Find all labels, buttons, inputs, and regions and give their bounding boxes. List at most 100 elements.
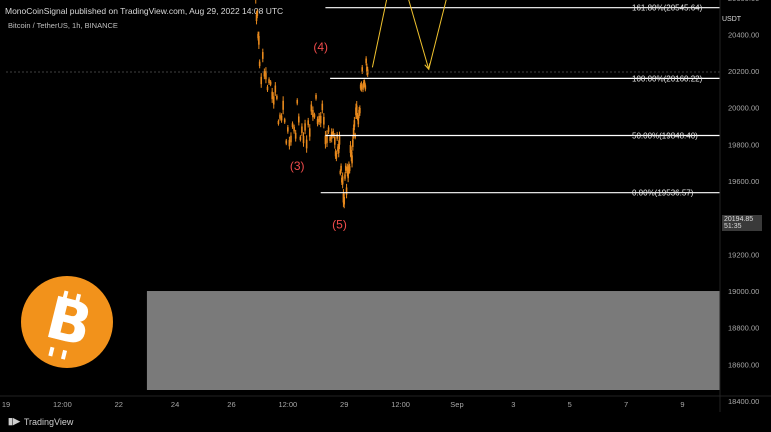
current-price-value: 20194.85 [724, 216, 754, 223]
candle-body [345, 187, 348, 195]
candle-body [304, 123, 306, 131]
candle-body [343, 196, 346, 205]
x-tick-label: 7 [624, 400, 628, 409]
target-zone [146, 291, 721, 391]
y-tick-label: 18400.00 [728, 397, 759, 406]
wave-label: (5) [332, 218, 347, 232]
y-tick-label: 19200.00 [728, 250, 759, 259]
candle-body [258, 61, 261, 67]
fib-level-label: 161.80%(20545.64) [632, 4, 703, 13]
candle-body [265, 71, 267, 80]
candle-body [301, 126, 303, 133]
candle-body [361, 67, 364, 72]
y-tick-label: 20600.00 [728, 0, 759, 3]
footer-brand[interactable]: ▮▶ TradingView [8, 416, 73, 427]
candle-body [255, 14, 258, 22]
candle-body [356, 114, 359, 119]
candle-body [329, 136, 331, 141]
candle-body [258, 35, 260, 45]
x-tick-label: 12:00 [391, 400, 410, 409]
candle-body [326, 134, 328, 143]
brand-name: TradingView [23, 416, 74, 427]
fib-level-label: 0.00%(19536.57) [632, 189, 694, 198]
candle-body [283, 119, 286, 123]
x-tick-label: 12:00 [53, 400, 72, 409]
candle-body [285, 140, 288, 144]
candle-body [364, 85, 367, 90]
candle-body [341, 176, 344, 185]
candle-body [335, 153, 338, 159]
candle-body [332, 130, 335, 136]
x-tick-label: 26 [227, 400, 235, 409]
candle-body [291, 123, 294, 127]
candle-body [266, 86, 269, 91]
candle-body [269, 81, 272, 85]
x-tick-label: 24 [171, 400, 179, 409]
gray-zone-layer [146, 291, 721, 391]
x-tick-label: 19 [2, 400, 10, 409]
candle-body [298, 116, 300, 123]
publisher-header: MonoCoinSignal published on TradingView.… [5, 6, 284, 16]
candle-body [272, 96, 275, 105]
fib-level-label: 50.00%(19848.40) [632, 132, 698, 141]
candle-body [346, 166, 349, 174]
y-tick-label: 19000.00 [728, 287, 759, 296]
candle-body [256, 11, 259, 16]
candle-body [363, 81, 366, 86]
candle-body [366, 66, 368, 73]
candle-body [280, 115, 283, 121]
candle-body [353, 120, 356, 127]
y-tick-label: 20000.00 [728, 104, 759, 113]
candle-body [260, 76, 263, 85]
candle-body [321, 103, 324, 111]
candle-body [261, 52, 264, 59]
candle-body [340, 165, 342, 171]
candle-body [302, 135, 305, 144]
candle-body [299, 136, 302, 140]
candle-body [324, 135, 327, 145]
candle-body [319, 115, 322, 124]
candle-body [357, 118, 360, 125]
candle-layer [255, 0, 369, 209]
x-tick-label: 29 [340, 400, 348, 409]
candle-body [339, 170, 342, 174]
x-tick-label: Sep [450, 400, 463, 409]
projection-arrow [408, 0, 430, 70]
candle-body [334, 136, 336, 145]
candle-body [277, 120, 280, 125]
candle-body [344, 174, 346, 179]
wave-label-layer: AB(2)(1)(4)(3)(5) [290, 40, 347, 232]
y-tick-label: 20200.00 [728, 67, 759, 76]
x-tick-label: 22 [115, 400, 123, 409]
candle-body [287, 127, 289, 132]
candle-body [263, 71, 266, 77]
wave-label: (3) [290, 159, 305, 173]
current-price-label: 20194.85 51:35 [722, 215, 762, 231]
candle-body [316, 118, 319, 124]
candle-body [352, 139, 354, 147]
candle-body [276, 95, 278, 99]
wave-label: (4) [313, 40, 328, 54]
x-tick-label: 9 [680, 400, 684, 409]
drawing-layer: 261.80%(21169.28)161.80%(20545.64)100.00… [6, 0, 720, 198]
candle-body [337, 144, 340, 153]
y-tick-label: 18600.00 [728, 360, 759, 369]
projection-arrow [371, 0, 388, 68]
candle-body [362, 85, 364, 90]
candle-body [327, 127, 330, 132]
fib-level-label: 100.00%(20160.22) [632, 74, 703, 83]
candle-body [296, 99, 299, 104]
candle-body [282, 100, 284, 110]
candle-body [274, 85, 277, 93]
x-tick-label: 12:00 [278, 400, 297, 409]
candle-body [323, 116, 325, 125]
candle-body [293, 126, 295, 132]
candle-body [271, 91, 273, 100]
candle-body [344, 165, 347, 171]
candle-body [348, 166, 351, 171]
projection-arrow [428, 0, 447, 70]
candle-body [290, 135, 292, 143]
candle-body [365, 58, 367, 64]
y-tick-label: 18800.00 [728, 324, 759, 333]
